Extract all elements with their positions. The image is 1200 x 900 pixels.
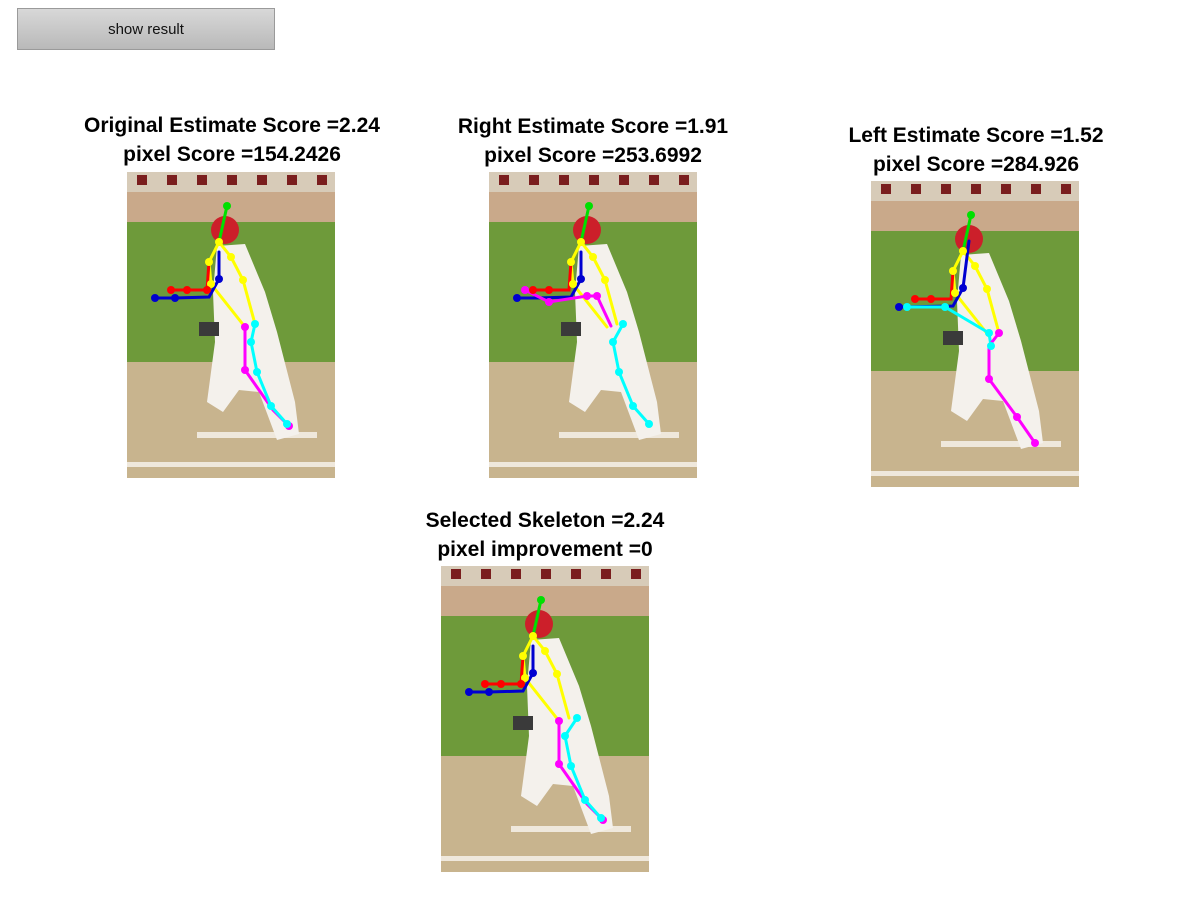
original-pixel-score-label: pixel Score =154.2426: [123, 143, 341, 166]
selected-pixel-improvement-label: pixel improvement =0: [437, 538, 653, 561]
right-estimate-title: Right Estimate Score =1.91 pixel Score =…: [430, 112, 756, 170]
right-estimate-image: [489, 172, 697, 478]
left-estimate-canvas: [871, 181, 1079, 487]
right-pixel-score-label: pixel Score =253.6992: [484, 144, 702, 167]
left-estimate-title: Left Estimate Score =1.52 pixel Score =2…: [820, 121, 1132, 179]
left-estimate-image: [871, 181, 1079, 487]
left-pixel-score-label: pixel Score =284.926: [872, 153, 1080, 176]
original-estimate-title: Original Estimate Score =2.24 pixel Scor…: [60, 111, 404, 169]
original-estimate-image: [127, 172, 335, 478]
show-result-button[interactable]: show result: [17, 8, 275, 50]
show-result-label: show result: [108, 20, 184, 38]
right-estimate-canvas: [489, 172, 697, 478]
original-estimate-canvas: [127, 172, 335, 478]
right-score-label: Right Estimate Score =1.91: [457, 115, 729, 138]
selected-skeleton-title: Selected Skeleton =2.24 pixel improvemen…: [400, 506, 690, 564]
left-score-label: Left Estimate Score =1.52: [848, 124, 1104, 147]
original-score-label: Original Estimate Score =2.24: [84, 114, 380, 137]
selected-score-label: Selected Skeleton =2.24: [425, 509, 665, 532]
selected-skeleton-canvas: [441, 566, 649, 872]
selected-skeleton-image: [441, 566, 649, 872]
